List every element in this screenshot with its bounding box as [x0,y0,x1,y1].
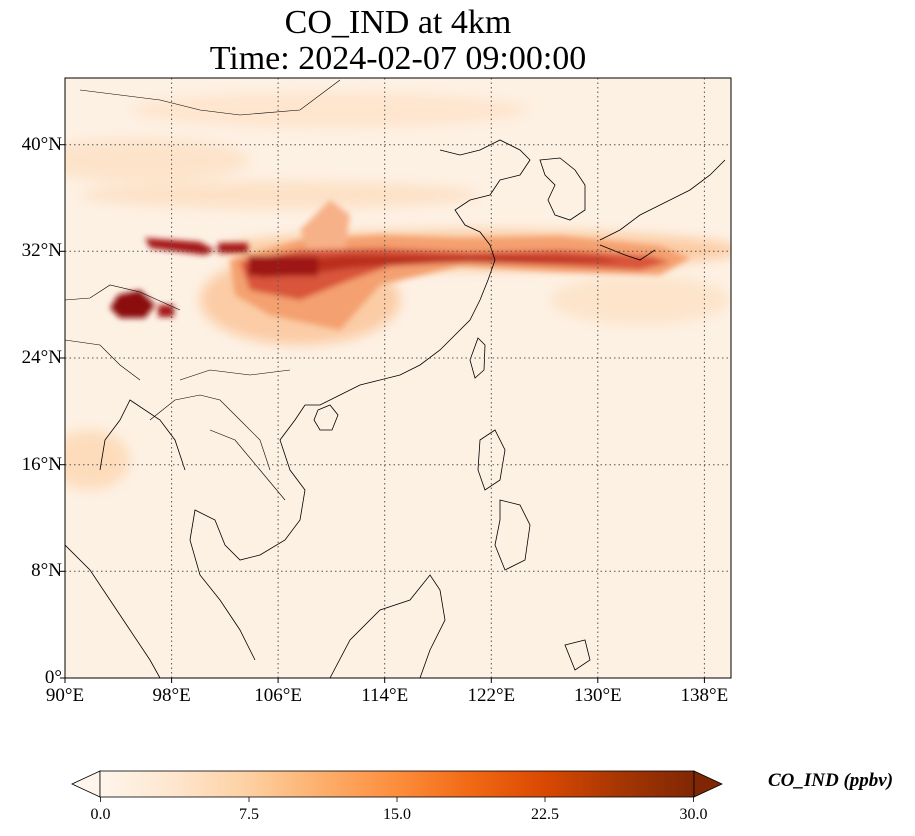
colorbar-max-extension [693,770,723,798]
x-tick-label: 114°E [361,685,409,706]
sumatra-coastline [65,544,161,678]
country-borders [65,79,341,381]
y-tick-label: 24°N [21,347,62,368]
map-title: CO_IND at 4km [284,4,512,41]
philippines-outline [477,429,531,571]
x-tick-label: 130°E [573,685,622,706]
x-tick-label: 90°E [45,685,85,706]
map-frame [64,77,732,679]
colorbar-tick-marks [100,797,694,802]
y-tick-label: 32°N [21,240,62,262]
colorbar-tick-label: 0.0 [90,806,111,823]
indochina-coastline [99,399,306,661]
colorbar-tick-label: 30.0 [679,806,708,823]
y-tick-label: 8°N [31,560,62,582]
indochina-borders [149,394,286,501]
borneo-coastline [329,574,446,678]
y-tick-label: 16°N [21,453,62,475]
colorbar [99,770,695,798]
japan-outline [599,159,726,261]
hainan-outline [313,404,339,431]
y-tick-label: 0° [44,667,62,688]
map-timestamp: Time: 2024-02-07 09:00:00 [209,40,587,77]
colorbar-label: CO_IND (ppbv) [768,770,894,791]
graticule [65,78,731,678]
colorbar-tick-label: 15.0 [383,806,411,823]
colorbar-tick-label: 7.5 [239,806,259,823]
x-tick-label: 98°E [152,685,191,706]
main-plume [110,200,690,330]
axis-tick-marks [60,144,705,683]
concentration-field [65,78,731,678]
x-tick-label: 106°E [254,685,302,706]
x-tick-label: 122°E [467,685,516,706]
china-coastline [305,139,531,406]
y-tick-label: 40°N [21,133,62,155]
taiwan-outline [469,337,486,379]
x-tick-label: 138°E [680,685,729,706]
colorbar-min-extension [71,770,101,798]
coastlines [65,79,726,678]
colorbar-tick-label: 22.5 [531,806,559,823]
sulawesi-outline [564,639,591,671]
korea-outline [539,157,586,221]
